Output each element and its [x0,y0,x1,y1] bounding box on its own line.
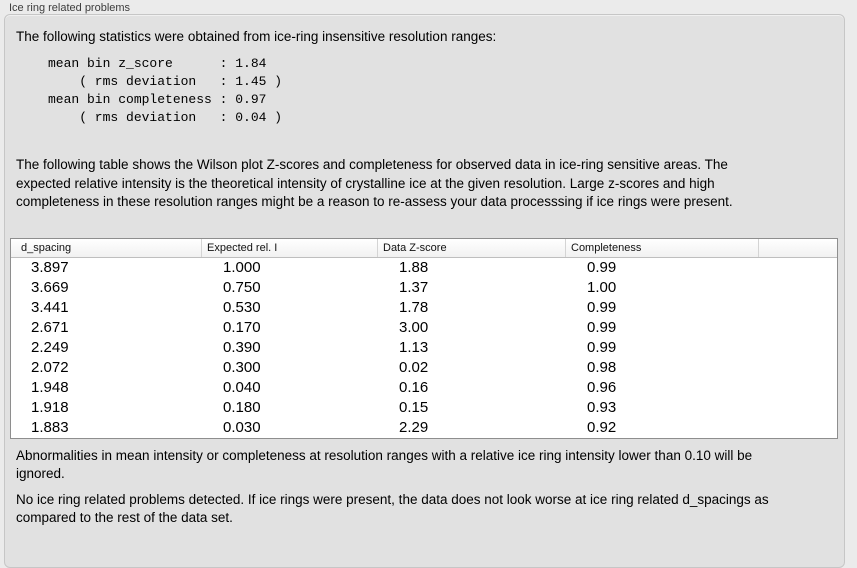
table-cell: 0.93 [587,399,617,416]
intro-text: The following statistics were obtained f… [16,29,497,44]
description-text: The following table shows the Wilson plo… [16,157,733,209]
table-cell: 0.180 [223,399,261,416]
column-header-filler [759,239,837,257]
table-cell-filler [759,358,837,378]
table-cell: 1.78 [399,299,429,316]
table-cell: 3.669 [31,279,69,296]
table-row[interactable]: 3.441 0.530 1.78 0.99 [11,298,837,318]
table-row[interactable]: 1.918 0.180 0.15 0.93 [11,398,837,418]
table-cell: 0.99 [587,319,617,336]
table-cell: 3.441 [31,299,69,316]
stats-block: mean bin z_score : 1.84 ( rms deviation … [48,56,283,125]
table-cell: 1.948 [31,379,69,396]
table-cell: 0.170 [223,319,261,336]
table-row[interactable]: 1.948 0.040 0.16 0.96 [11,378,837,398]
table-row[interactable]: 3.897 1.000 1.88 0.99 [11,258,837,278]
table-cell-filler [759,338,837,358]
note-conclusion: No ice ring related problems detected. I… [16,492,769,525]
table-row[interactable]: 2.249 0.390 1.13 0.99 [11,338,837,358]
table-cell: 1.918 [31,399,69,416]
panel-title: Ice ring related problems [9,2,131,14]
table-row[interactable]: 3.669 0.750 1.37 1.00 [11,278,837,298]
table-cell: 0.98 [587,359,617,376]
table-cell: 3.897 [31,259,69,276]
column-header-completeness[interactable]: Completeness [566,239,759,257]
table-cell: 0.300 [223,359,261,376]
table-cell: 0.750 [223,279,261,296]
table-row[interactable]: 2.072 0.300 0.02 0.98 [11,358,837,378]
table-cell-filler [759,418,837,438]
column-header-data-z-score[interactable]: Data Z-score [378,239,566,257]
table-cell: 1.88 [399,259,429,276]
table-cell: 0.02 [399,359,429,376]
note-ignored-threshold: Abnormalities in mean intensity or compl… [16,448,753,481]
table-cell: 2.249 [31,339,69,356]
table-cell: 3.00 [399,319,429,336]
table-cell-filler [759,318,837,338]
table-header-row: d_spacing Expected rel. I Data Z-score C… [11,239,837,258]
table-cell: 1.000 [223,259,261,276]
ice-ring-table: d_spacing Expected rel. I Data Z-score C… [10,238,838,439]
table-cell: 0.92 [587,419,617,436]
table-cell-filler [759,398,837,418]
table-row[interactable]: 1.883 0.030 2.29 0.92 [11,418,837,438]
table-cell-filler [759,298,837,318]
table-cell: 1.883 [31,419,69,436]
table-cell: 0.040 [223,379,261,396]
table-cell: 0.99 [587,259,617,276]
table-cell: 0.030 [223,419,261,436]
column-header-expected-rel-i[interactable]: Expected rel. I [202,239,378,257]
table-cell-filler [759,278,837,298]
table-cell: 1.00 [587,279,617,296]
table-cell: 0.96 [587,379,617,396]
table-cell-filler [759,258,837,278]
table-cell: 0.99 [587,299,617,316]
ice-ring-group-box: The following statistics were obtained f… [4,14,845,568]
table-cell: 1.13 [399,339,429,356]
table-cell: 0.390 [223,339,261,356]
table-row[interactable]: 2.671 0.170 3.00 0.99 [11,318,837,338]
column-header-d-spacing[interactable]: d_spacing [11,239,202,257]
table-cell-filler [759,378,837,398]
table-cell: 0.99 [587,339,617,356]
table-cell: 0.16 [399,379,429,396]
table-body: 3.897 1.000 1.88 0.99 3.669 0.750 1.37 1.00 3.44… [11,258,837,438]
table-cell: 2.072 [31,359,69,376]
table-cell: 0.15 [399,399,429,416]
table-cell: 2.29 [399,419,429,436]
table-cell: 2.671 [31,319,69,336]
table-cell: 1.37 [399,279,429,296]
table-cell: 0.530 [223,299,261,316]
